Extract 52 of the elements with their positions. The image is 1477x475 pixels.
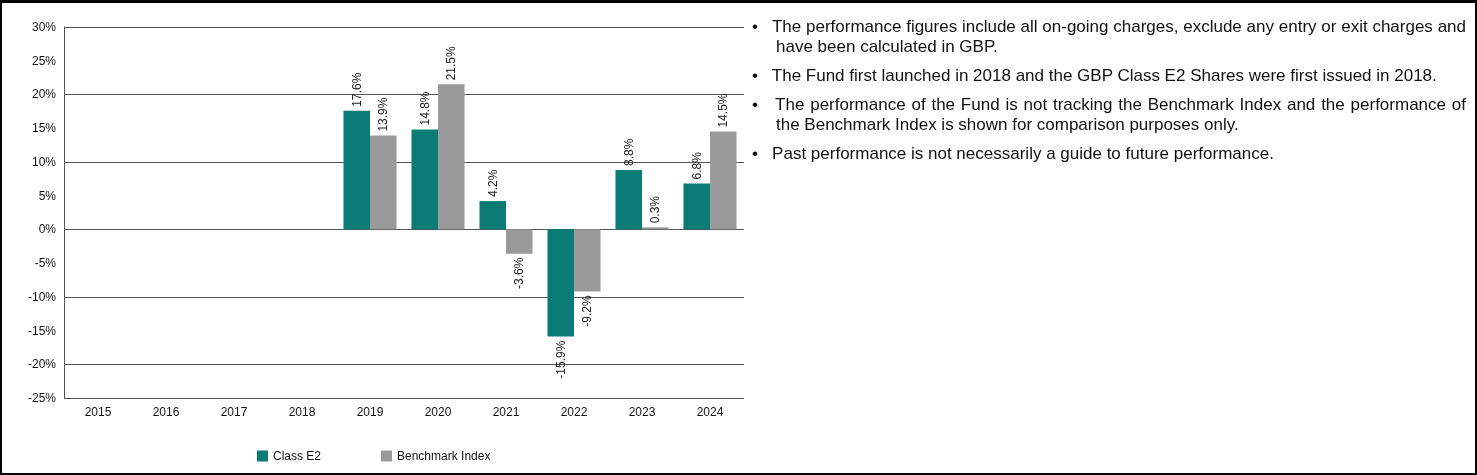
data-label: 13.9% (376, 97, 391, 132)
data-label: 21.5% (444, 45, 459, 81)
bar (547, 229, 574, 337)
bar (370, 135, 397, 230)
y-tick-label: 15% (31, 121, 57, 136)
y-tick-label: 25% (31, 53, 57, 68)
data-label: 8.8% (621, 138, 636, 166)
bar (642, 227, 669, 230)
x-tick-label: 2021 (492, 405, 520, 419)
x-tick-label: 2023 (628, 405, 656, 419)
y-tick-label: 10% (31, 154, 57, 169)
y-tick-label: 5% (38, 188, 57, 203)
x-tick-label: 2020 (424, 405, 452, 419)
bar (710, 131, 737, 230)
x-tick-label: 2024 (696, 405, 724, 419)
y-tick-label: -10% (27, 289, 57, 304)
data-label: -3.6% (512, 257, 527, 290)
legend-label: Class E2 (273, 449, 322, 463)
x-tick-label: 2018 (288, 405, 316, 419)
y-tick-label: 20% (31, 87, 57, 102)
y-tick-label: -15% (27, 323, 57, 338)
text: • The performance of the Fund is not tracking the Benchmark Index and the performance of the Benchmark Index is shown for comparison purposes only. (752, 95, 1466, 135)
y-tick-label: -5% (34, 256, 57, 271)
text: • Past performance is not necessarily a guide to future performance. (752, 144, 1275, 164)
data-label: 14.5% (716, 93, 731, 128)
data-label: -15.9% (553, 340, 568, 379)
legend-label: Benchmark Index (397, 449, 491, 463)
y-tick-label: -25% (27, 391, 57, 405)
y-tick-label: 30% (31, 20, 57, 34)
x-tick-label: 2019 (356, 405, 384, 419)
text: • The Fund first launched in 2018 and the GBP Class E2 Shares were first issued in 2018. (752, 66, 1438, 86)
x-tick-label: 2016 (152, 405, 180, 419)
y-tick-label: -20% (27, 357, 57, 372)
data-label: 6.8% (689, 151, 704, 180)
data-label: -9.2% (580, 295, 595, 327)
bar (411, 129, 438, 230)
text: • The performance figures include all on-going charges, exclude any entry or exit charges and have been calculated in GBP. (752, 17, 1466, 57)
bar (479, 201, 506, 230)
x-tick-label: 2015 (84, 405, 112, 419)
data-label: 17.6% (349, 72, 364, 107)
bar (438, 84, 465, 230)
bar (506, 229, 533, 254)
bar (615, 170, 642, 230)
x-tick-label: 2022 (560, 405, 588, 419)
data-label: 14.8% (417, 91, 432, 126)
data-label: 0.3% (648, 195, 663, 224)
x-tick-label: 2017 (220, 405, 248, 419)
bar (343, 110, 370, 230)
y-tick-label: 0% (38, 222, 57, 237)
bar (683, 183, 710, 230)
data-label: 4.2% (485, 169, 500, 198)
bar (574, 229, 601, 292)
